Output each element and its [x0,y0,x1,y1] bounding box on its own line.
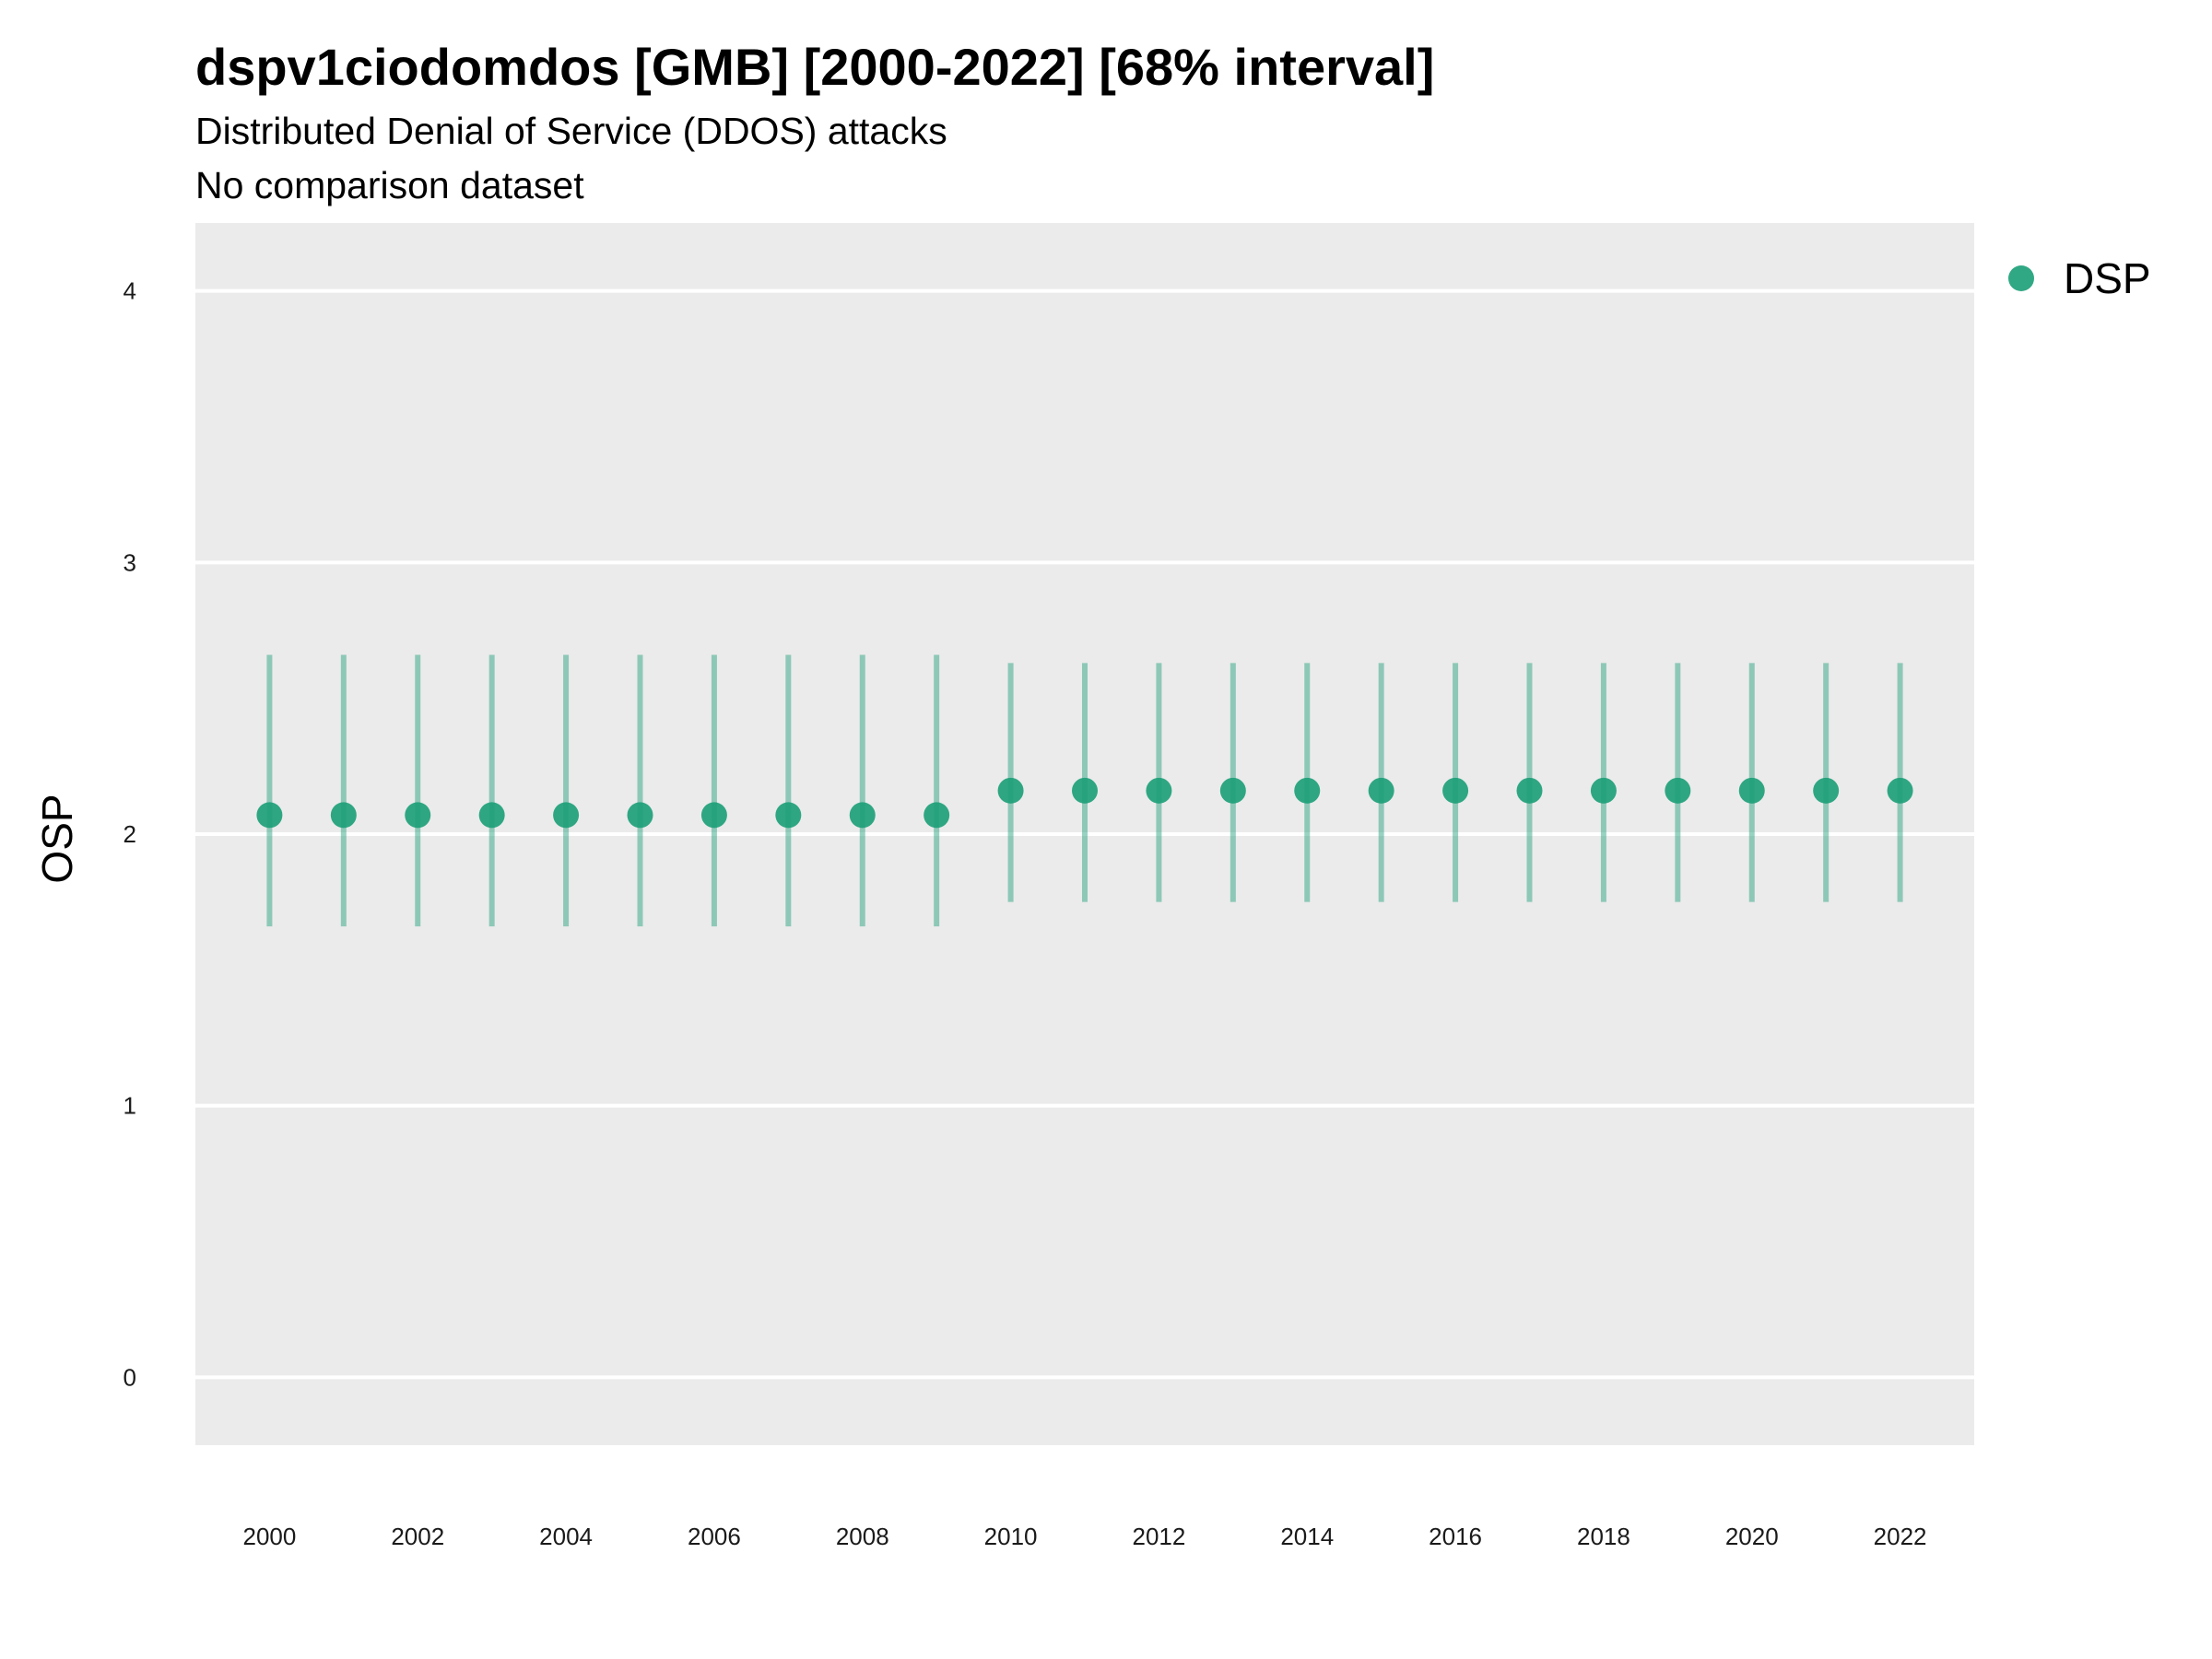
chart-title: dspv1ciodomdos [GMB] [2000-2022] [68% in… [195,38,1434,96]
x-tick-label: 2008 [836,1523,889,1550]
data-point [924,802,950,829]
data-marks [256,654,1913,927]
chart-subtitle: Distributed Denial of Service (DDOS) att… [195,110,947,152]
chart-caption: No comparison dataset [195,164,584,206]
y-tick-label: 4 [124,277,136,305]
data-point [1368,777,1394,804]
y-tick-label: 2 [124,820,136,848]
data-point [1738,777,1765,804]
data-point [1665,777,1691,804]
data-point [627,802,653,829]
data-point [478,802,505,829]
x-tick-label: 2000 [242,1523,296,1550]
data-point [1442,777,1469,804]
y-axis-ticks: 0 1 2 3 4 [124,277,136,1392]
y-tick-label: 0 [124,1363,136,1391]
x-tick-label: 2010 [984,1523,1038,1550]
data-point [256,802,283,829]
data-point [700,802,727,829]
data-point [1887,777,1913,804]
x-tick-label: 2016 [1429,1523,1482,1550]
x-tick-label: 2006 [688,1523,741,1550]
y-tick-label: 3 [124,548,136,576]
data-point [1146,777,1172,804]
data-point [1219,777,1246,804]
x-tick-label: 2004 [539,1523,593,1550]
data-point [849,802,876,829]
x-tick-label: 2018 [1577,1523,1630,1550]
x-tick-label: 2022 [1874,1523,1927,1550]
data-point [1516,777,1543,804]
x-tick-label: 2014 [1280,1523,1334,1550]
y-axis-title: OSP [33,794,81,883]
data-point [1072,777,1098,804]
data-point [1294,777,1321,804]
data-point [405,802,431,829]
data-point [997,777,1024,804]
legend-key-dsp [2008,265,2034,291]
x-tick-label: 2020 [1725,1523,1779,1550]
x-axis-ticks: 2000 2002 2004 2006 2008 2010 2012 2014 2016 2018… [242,1523,1926,1550]
data-point [330,802,357,829]
legend-label-dsp: DSP [2064,254,2151,302]
x-tick-label: 2012 [1132,1523,1185,1550]
x-tick-label: 2002 [391,1523,444,1550]
y-tick-label: 1 [124,1092,136,1120]
data-point [775,802,802,829]
data-point [1813,777,1840,804]
data-point [1590,777,1617,804]
grid-lines [195,288,1974,1380]
data-point [553,802,580,829]
legend: DSP [2008,254,2151,302]
